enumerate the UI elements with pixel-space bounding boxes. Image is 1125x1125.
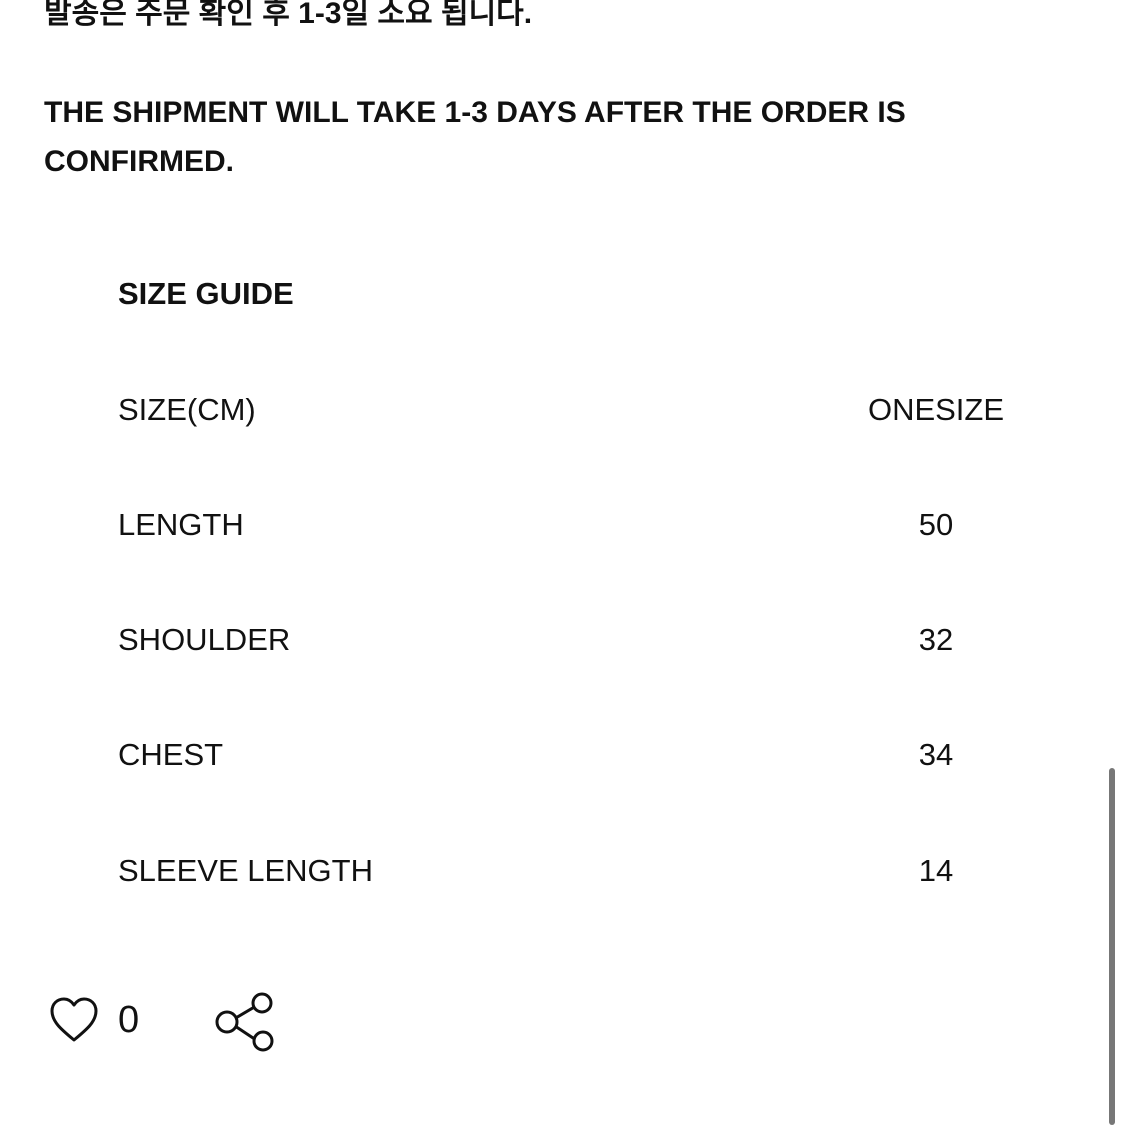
size-row-value: 34 xyxy=(918,737,954,772)
size-row-value: 50 xyxy=(918,507,954,542)
size-row-label: SIZE(CM) xyxy=(118,392,256,427)
size-row-label: CHEST xyxy=(118,737,224,772)
share-icon xyxy=(215,992,274,1052)
like-count: 0 xyxy=(118,998,140,1041)
shipping-notice-english: THE SHIPMENT WILL TAKE 1-3 DAYS AFTER TH… xyxy=(44,96,906,178)
size-row-label: LENGTH xyxy=(118,507,244,542)
size-row-label: SLEEVE LENGTH xyxy=(118,853,373,888)
scrollbar-thumb[interactable] xyxy=(1109,768,1115,1125)
size-guide-title: SIZE GUIDE xyxy=(118,276,294,311)
like-button[interactable]: 0 xyxy=(48,996,139,1044)
size-row-value: 32 xyxy=(918,622,954,657)
shipping-notice-korean: 발송은 주문 확인 후 1-3일 소요 됩니다. xyxy=(44,0,533,30)
size-row-label: SHOULDER xyxy=(118,622,291,657)
size-row-value: ONESIZE xyxy=(867,392,1005,427)
size-row-value: 14 xyxy=(918,853,954,888)
heart-outline-icon xyxy=(50,997,98,1042)
share-button[interactable] xyxy=(212,990,276,1059)
